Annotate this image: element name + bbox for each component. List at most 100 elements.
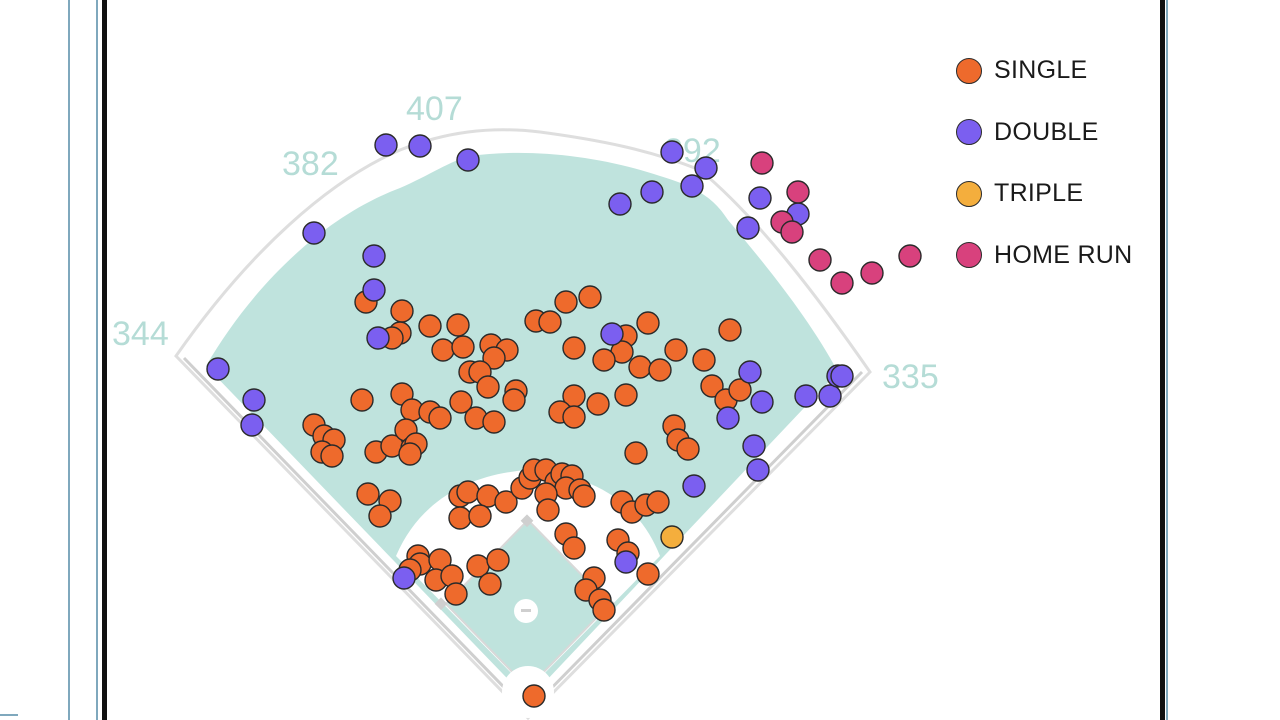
hit-marker-single-36 bbox=[700, 374, 724, 398]
hit-marker-triple-0 bbox=[660, 525, 684, 549]
hit-marker-hr-7 bbox=[898, 244, 922, 268]
hit-marker-single-99 bbox=[486, 548, 510, 572]
hit-marker-hr-3 bbox=[780, 220, 804, 244]
hit-marker-single-15 bbox=[449, 390, 473, 414]
hit-marker-hr-4 bbox=[808, 248, 832, 272]
page-border-left-outer bbox=[68, 0, 70, 720]
hit-marker-single-85 bbox=[646, 490, 670, 514]
hit-marker-double-12 bbox=[640, 180, 664, 204]
legend-swatch-double bbox=[956, 119, 982, 146]
hit-marker-single-68 bbox=[468, 504, 492, 528]
hit-marker-single-69 bbox=[494, 490, 518, 514]
hit-marker-single-27 bbox=[664, 338, 688, 362]
hit-marker-single-38 bbox=[728, 378, 752, 402]
hit-marker-single-24 bbox=[592, 348, 616, 372]
hit-marker-single-105 bbox=[522, 684, 546, 708]
right-foul-line bbox=[526, 370, 864, 714]
hit-marker-double-21 bbox=[750, 390, 774, 414]
hit-marker-single-56 bbox=[398, 442, 422, 466]
hit-marker-single-16 bbox=[502, 388, 526, 412]
hit-marker-double-9 bbox=[240, 413, 264, 437]
hit-marker-single-97 bbox=[444, 582, 468, 606]
hit-marker-double-8 bbox=[242, 388, 266, 412]
hit-marker-single-59 bbox=[676, 437, 700, 461]
hit-marker-double-17 bbox=[748, 186, 772, 210]
hit-marker-double-3 bbox=[302, 221, 326, 245]
legend: SINGLE DOUBLE TRIPLE HOME RUN bbox=[956, 40, 1133, 286]
hit-markers bbox=[206, 133, 922, 708]
hit-marker-single-32 bbox=[586, 392, 610, 416]
hit-marker-single-29 bbox=[718, 318, 742, 342]
hit-marker-single-45 bbox=[482, 410, 506, 434]
hit-marker-single-20 bbox=[578, 285, 602, 309]
hit-marker-double-0 bbox=[374, 133, 398, 157]
hit-marker-double-11 bbox=[608, 192, 632, 216]
legend-item-home-run: HOME RUN bbox=[956, 225, 1133, 287]
chart-frame-left bbox=[102, 0, 107, 720]
hit-marker-single-65 bbox=[456, 480, 480, 504]
legend-swatch-triple bbox=[956, 180, 982, 207]
page-border-right bbox=[1166, 0, 1168, 720]
hit-marker-single-33 bbox=[614, 383, 638, 407]
second-base bbox=[520, 514, 534, 528]
distance-label-left-center: 382 bbox=[282, 145, 339, 183]
hit-marker-single-35 bbox=[562, 405, 586, 429]
legend-label-triple: TRIPLE bbox=[994, 179, 1084, 208]
hit-marker-single-7 bbox=[451, 335, 475, 359]
hit-marker-single-2 bbox=[418, 314, 442, 338]
legend-item-single: SINGLE bbox=[956, 40, 1133, 102]
distance-label-left-field-line: 344 bbox=[112, 315, 169, 353]
hit-marker-single-67 bbox=[448, 506, 472, 530]
page-border-left-inner bbox=[96, 0, 98, 720]
hit-marker-single-80 bbox=[536, 498, 560, 522]
hit-marker-single-21 bbox=[636, 311, 660, 335]
left-foul-line bbox=[182, 356, 530, 714]
hit-marker-single-60 bbox=[624, 441, 648, 465]
chart-frame-right bbox=[1160, 0, 1165, 720]
distance-label-right-field-line: 335 bbox=[882, 358, 939, 396]
hit-marker-double-7 bbox=[206, 357, 230, 381]
hit-marker-double-10 bbox=[600, 322, 624, 346]
pitchers-rubber bbox=[521, 609, 531, 612]
hit-marker-double-25 bbox=[830, 364, 854, 388]
third-base bbox=[434, 597, 448, 611]
hit-marker-single-1 bbox=[390, 299, 414, 323]
hit-marker-double-19 bbox=[738, 360, 762, 384]
hit-marker-single-100 bbox=[478, 572, 502, 596]
hit-marker-single-6 bbox=[431, 338, 455, 362]
hit-marker-single-10 bbox=[482, 346, 506, 370]
hit-marker-double-14 bbox=[694, 156, 718, 180]
hit-marker-single-50 bbox=[320, 444, 344, 468]
hit-marker-single-13 bbox=[476, 375, 500, 399]
hit-marker-double-22 bbox=[794, 384, 818, 408]
hit-marker-double-13 bbox=[660, 140, 684, 164]
legend-item-triple: TRIPLE bbox=[956, 163, 1133, 225]
hit-marker-double-2 bbox=[456, 148, 480, 172]
page-edge-mark bbox=[0, 714, 18, 716]
legend-label-home-run: HOME RUN bbox=[994, 240, 1133, 269]
hit-marker-single-25 bbox=[628, 355, 652, 379]
hit-marker-double-6 bbox=[366, 326, 390, 350]
distance-label-center-field: 407 bbox=[406, 90, 463, 128]
hit-marker-double-20 bbox=[716, 406, 740, 430]
hit-marker-double-30 bbox=[392, 566, 416, 590]
hit-marker-double-29 bbox=[614, 550, 638, 574]
hit-marker-single-104 bbox=[592, 598, 616, 622]
hit-marker-hr-5 bbox=[830, 271, 854, 295]
legend-swatch-home-run bbox=[956, 242, 982, 269]
hit-marker-single-18 bbox=[538, 310, 562, 334]
hit-marker-double-23 bbox=[818, 384, 842, 408]
hit-marker-single-26 bbox=[648, 358, 672, 382]
hit-marker-double-4 bbox=[362, 244, 386, 268]
hit-marker-hr-6 bbox=[860, 261, 884, 285]
hit-marker-single-63 bbox=[368, 504, 392, 528]
legend-item-double: DOUBLE bbox=[956, 102, 1133, 164]
hit-marker-single-3 bbox=[446, 313, 470, 337]
hit-marker-single-81 bbox=[572, 484, 596, 508]
hit-marker-double-15 bbox=[680, 174, 704, 198]
hit-marker-hr-1 bbox=[786, 180, 810, 204]
hit-marker-single-19 bbox=[554, 290, 578, 314]
hit-marker-double-28 bbox=[682, 474, 706, 498]
hit-marker-single-90 bbox=[636, 562, 660, 586]
